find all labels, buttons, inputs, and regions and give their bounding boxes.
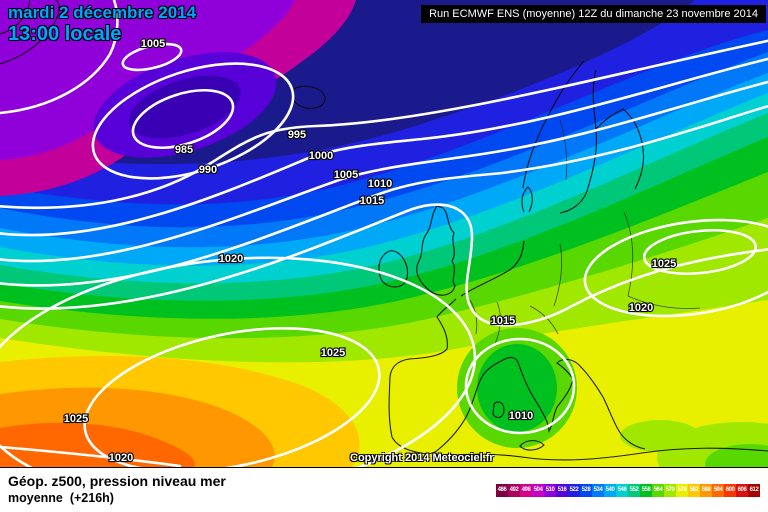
coastline-finland [595, 108, 645, 190]
coastline-britain [416, 205, 456, 296]
isobar-1020-south [0, 445, 182, 467]
legend-cell: 600 [724, 483, 736, 497]
legend-cell: 588 [700, 483, 712, 497]
coastline-sicily [519, 440, 545, 451]
coastline-sardinia [492, 401, 505, 419]
map-title: Géop. z500, pression niveau mer [8, 473, 226, 490]
border-line [623, 211, 634, 297]
isobar-1025-east [642, 229, 758, 275]
legend-cell: 534 [592, 483, 604, 497]
legend-cell: 606 [736, 483, 748, 497]
fill-band-594 [0, 422, 195, 467]
legend-cell: 546 [616, 483, 628, 497]
isobar-label: 1015 [360, 195, 384, 207]
coastline-denmark [521, 186, 533, 213]
isobar-label: 1020 [109, 452, 133, 464]
isobar-label: 1010 [368, 178, 392, 190]
legend-cell: 582 [688, 483, 700, 497]
coastline-north-sea [460, 240, 525, 297]
isobar-arc-northwest [0, 0, 119, 115]
legend-cell: 552 [628, 483, 640, 497]
isobar-label: 1025 [321, 347, 345, 359]
fill-se-green-3 [620, 420, 700, 452]
isobar-label: 1005 [141, 38, 165, 50]
legend-cell: 612 [748, 483, 760, 497]
border-line [553, 243, 562, 307]
weather-map-svg: 1005985990995100010051010101510201025102… [0, 0, 768, 467]
forecast-map: 1005 985 990 995 1000 1005 1010 1015 1020 1025 102… [0, 0, 768, 467]
fill-italy-core [477, 344, 557, 432]
isobar-1000 [0, 57, 768, 237]
legend-cell: 516 [556, 483, 568, 497]
isobar-label: 1020 [629, 302, 653, 314]
isobar-label: 990 [199, 164, 217, 176]
isobars-layer [0, 0, 768, 467]
legend-bar: Géop. z500, pression niveau mer moyenne … [0, 467, 768, 512]
legend-cell: 498 [520, 483, 532, 497]
isobar-995 [0, 39, 768, 209]
legend-cell: 492 [508, 483, 520, 497]
legend-cell: 594 [712, 483, 724, 497]
isobar-label: 985 [175, 144, 193, 156]
legend-scale: 486 492 498 504 510 516 522 528 534 540 546 552 558 5… [496, 483, 760, 497]
legend-cell: 558 [640, 483, 652, 497]
coastline-iceland [291, 85, 326, 109]
legend-cell: 510 [544, 483, 556, 497]
isobar-label: 1025 [64, 413, 88, 425]
isobar-990 [91, 62, 295, 180]
isobar-label: 1000 [309, 150, 333, 162]
isobar-1020-high [0, 256, 477, 467]
isobar-label: 995 [288, 129, 306, 141]
legend-cell: 570 [664, 483, 676, 497]
copyright-label: Copyright 2014 Meteociel.fr [350, 452, 494, 464]
legend-cell: 486 [496, 483, 508, 497]
border-line [627, 295, 701, 309]
legend-cell: 528 [580, 483, 592, 497]
coastline-greenland [0, 0, 60, 65]
coastline-atlantic-med [388, 298, 646, 455]
footer-text: Géop. z500, pression niveau mer moyenne … [8, 473, 226, 506]
isobar-label: 1025 [652, 258, 676, 270]
legend-cell: 576 [676, 483, 688, 497]
legend-cell: 522 [568, 483, 580, 497]
isobar-1025-high [83, 327, 381, 467]
legend-cell: 504 [532, 483, 544, 497]
isobar-1010-italy [464, 337, 576, 435]
coastline-africa [431, 447, 768, 461]
geopotential-fill-layer [0, 0, 768, 467]
isobar-label: 1005 [334, 169, 358, 181]
map-subtitle: moyenne (+216h) [8, 490, 114, 505]
isobar-985 [131, 89, 235, 149]
legend-cell: 564 [652, 483, 664, 497]
isobar-1020-east [583, 218, 768, 318]
isobar-1005-greenland [121, 42, 183, 72]
legend-cell: 540 [604, 483, 616, 497]
run-info-box: Run ECMWF ENS (moyenne) 12Z du dimanche … [421, 5, 766, 23]
isobar-label: 1020 [219, 253, 243, 265]
isobar-1005 [0, 80, 768, 263]
isobar-label: 1010 [509, 410, 533, 422]
isobar-1015 [0, 203, 768, 327]
coastline-sweden [559, 69, 597, 214]
isobar-labels-layer: 1005985990995100010051010101510201025102… [63, 37, 678, 465]
isobar-label: 1015 [491, 315, 515, 327]
border-line [559, 119, 568, 181]
